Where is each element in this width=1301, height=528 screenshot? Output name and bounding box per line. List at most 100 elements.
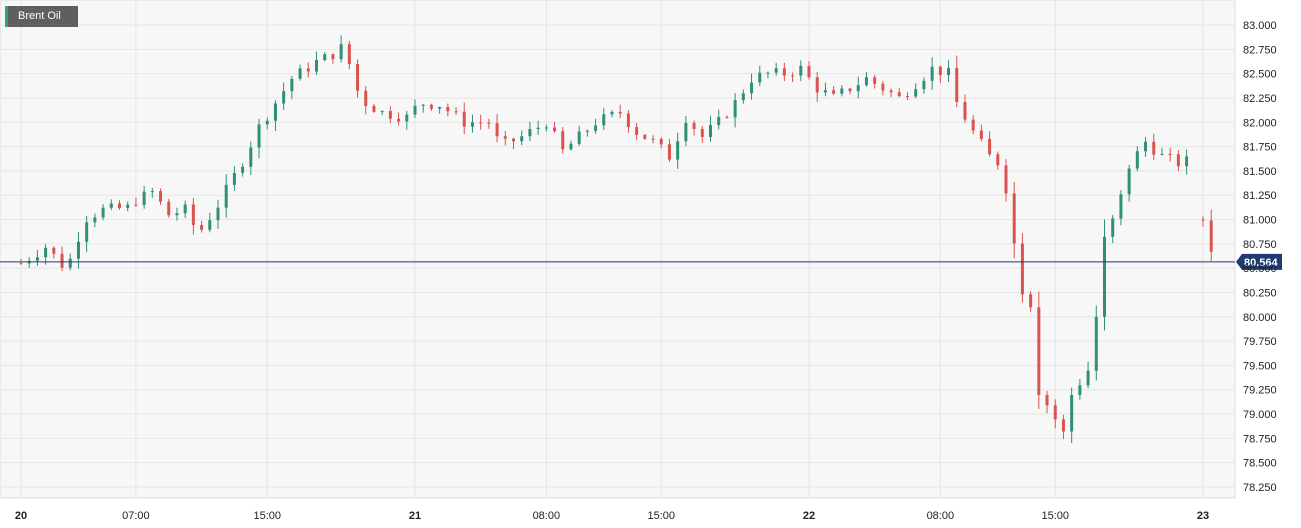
candle-body (290, 78, 294, 92)
grid (0, 0, 1235, 498)
candle-body (1053, 405, 1057, 420)
candle-body (758, 72, 762, 83)
candle-body (856, 85, 860, 92)
candle-body (700, 128, 704, 137)
candle-body (1209, 220, 1213, 252)
candle-body (1152, 141, 1156, 155)
candle-body (1012, 193, 1016, 244)
y-tick-label: 82.500 (1243, 69, 1277, 81)
candle-body (44, 247, 48, 258)
candle-body (224, 184, 228, 208)
legend-series-label[interactable]: Brent Oil (5, 6, 78, 27)
candle-body (429, 104, 433, 109)
candle-body (503, 136, 507, 139)
candle-body (216, 207, 220, 221)
candle-body (175, 213, 179, 216)
candle-body (93, 217, 97, 223)
candle-body (232, 172, 236, 185)
candle-body (717, 117, 721, 126)
x-tick-label: 23 (1197, 510, 1209, 522)
candle-body (815, 77, 819, 93)
candle-body (848, 88, 852, 92)
candle-body (118, 203, 121, 208)
x-tick-label: 15:00 (1041, 510, 1069, 522)
candle-body (1201, 219, 1205, 221)
candle-body (807, 65, 811, 78)
candle-body (208, 220, 212, 230)
candle-body (766, 72, 770, 74)
candle-body (626, 113, 630, 128)
candle-body (799, 65, 803, 76)
candle-body (126, 204, 130, 208)
candle-body (167, 201, 171, 216)
candle-body (405, 114, 409, 122)
candle-body (544, 127, 548, 129)
candle-body (938, 66, 942, 76)
y-tick-label: 79.500 (1243, 360, 1277, 372)
x-tick-label: 07:00 (122, 510, 150, 522)
candle-body (298, 68, 302, 79)
candle-body (331, 54, 335, 60)
x-tick-label: 08:00 (533, 510, 561, 522)
y-tick-label: 81.250 (1243, 190, 1277, 202)
candle-body (159, 191, 163, 202)
candle-body (495, 123, 499, 137)
x-tick-label: 15:00 (253, 510, 281, 522)
candle-body (971, 119, 975, 131)
candle-body (446, 107, 450, 112)
candle-body (651, 138, 655, 140)
candle-body (741, 93, 745, 101)
candle-body (85, 222, 89, 242)
y-tick-label: 80.250 (1243, 287, 1277, 299)
candle-body (618, 111, 622, 114)
y-tick-label: 78.500 (1243, 458, 1277, 470)
candle-body (241, 166, 245, 173)
candle-body (19, 263, 23, 265)
candle-body (1061, 419, 1065, 432)
candle-body (265, 120, 269, 125)
candle-body (643, 134, 647, 139)
candle-body (553, 127, 557, 132)
candle-body (725, 117, 729, 119)
candle-body (914, 89, 918, 97)
candle-body (183, 204, 187, 214)
candle-body (397, 118, 401, 122)
candle-body (323, 54, 327, 61)
candle-body (1004, 165, 1008, 194)
candle-body (955, 67, 959, 102)
candle-body (930, 66, 934, 81)
candle-body (1119, 194, 1123, 219)
candle-body (979, 130, 983, 139)
candle-body (906, 96, 909, 98)
y-tick-label: 82.000 (1243, 117, 1277, 129)
candle-body (577, 131, 581, 144)
plot-area (0, 0, 1236, 499)
candle-body (306, 68, 310, 72)
candle-body (60, 253, 64, 268)
candle-body (774, 68, 778, 73)
x-axis: 20 07:00 15:00 21 08:00 15:00 22 08:00 15:00 23 (15, 510, 1209, 522)
y-tick-label: 81.750 (1243, 142, 1277, 154)
x-tick-label: 08:00 (927, 510, 955, 522)
candle-body (1111, 218, 1115, 237)
candle-body (947, 67, 951, 76)
candle-body (881, 83, 885, 91)
candle-body (520, 136, 524, 142)
x-tick-label: 15:00 (647, 510, 675, 522)
candle-body (1029, 294, 1033, 308)
candle-body (569, 143, 573, 150)
candle-body (454, 111, 458, 113)
candle-body (676, 141, 680, 160)
candle-body (996, 154, 1000, 166)
y-tick-label: 83.000 (1243, 20, 1277, 32)
candle-body (1045, 394, 1049, 406)
y-tick-label: 80.750 (1243, 239, 1277, 251)
y-tick-label: 81.500 (1243, 166, 1277, 178)
candle-body (76, 241, 80, 259)
candle-body (462, 111, 466, 127)
candle-body (635, 127, 639, 135)
y-tick-label: 79.000 (1243, 409, 1277, 421)
candle-body (536, 127, 540, 130)
candle-body (873, 77, 877, 84)
